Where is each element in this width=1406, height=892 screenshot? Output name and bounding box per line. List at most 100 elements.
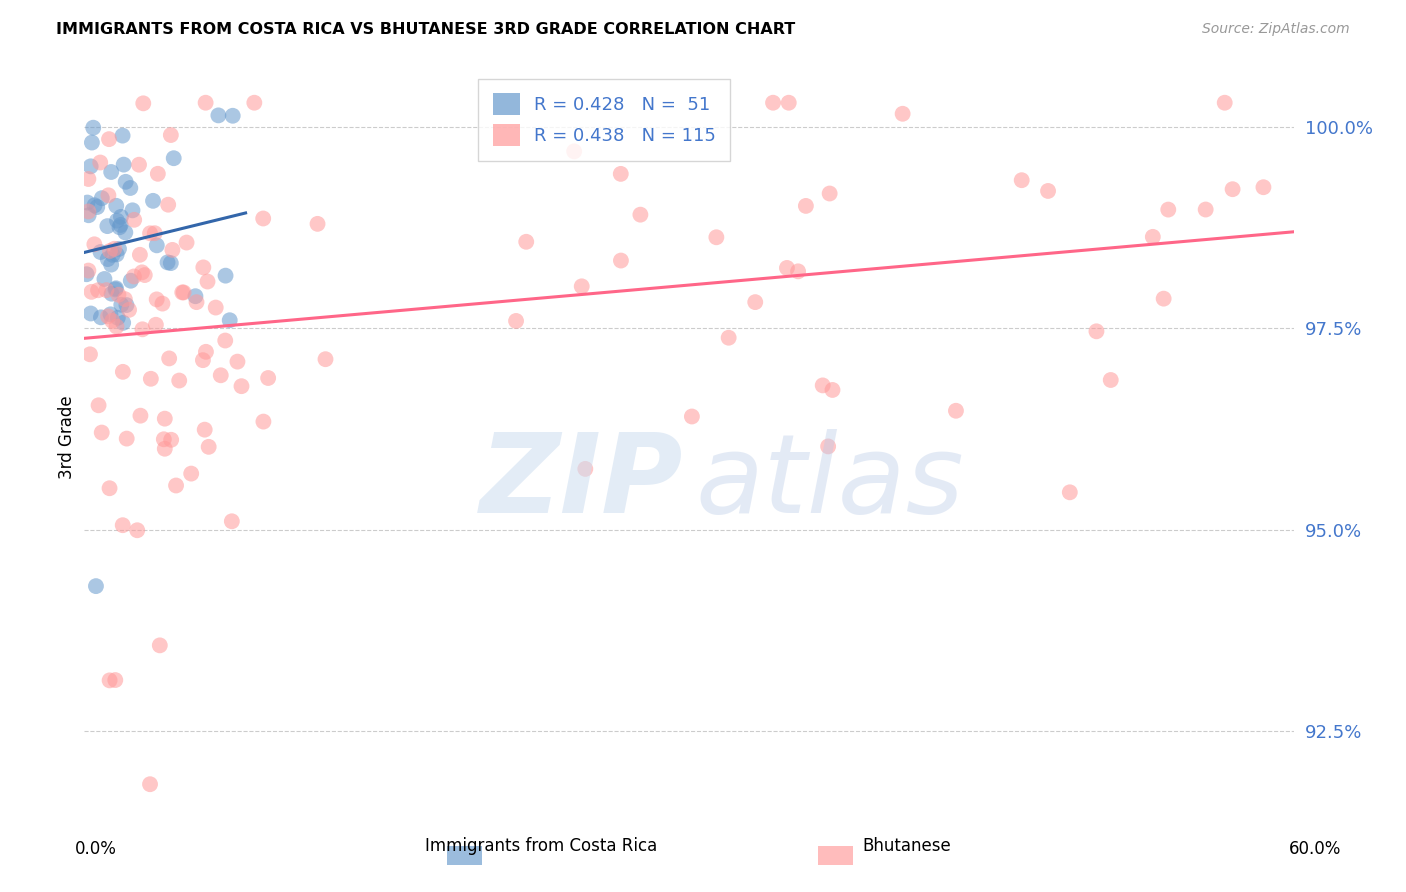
Point	[153, 432, 176, 446]
Point	[77, 263, 100, 277]
Point	[80, 285, 103, 299]
Point	[111, 128, 134, 143]
Point	[1153, 292, 1175, 306]
Point	[131, 265, 153, 279]
Point	[84, 579, 107, 593]
Point	[252, 415, 274, 429]
Point	[86, 200, 108, 214]
Point	[93, 272, 115, 286]
Legend: R = 0.428   N =  51, R = 0.438   N = 115: R = 0.428 N = 51, R = 0.438 N = 115	[478, 79, 731, 161]
Point	[100, 286, 122, 301]
Point	[1157, 202, 1180, 217]
Point	[681, 409, 703, 424]
Point	[811, 378, 834, 392]
Point	[146, 167, 169, 181]
Point	[97, 252, 120, 266]
Point	[1036, 184, 1059, 198]
Point	[145, 293, 167, 307]
Point	[105, 247, 128, 261]
Point	[153, 442, 176, 456]
Point	[162, 243, 184, 257]
Point	[105, 319, 128, 334]
Text: IMMIGRANTS FROM COSTA RICA VS BHUTANESE 3RD GRADE CORRELATION CHART: IMMIGRANTS FROM COSTA RICA VS BHUTANESE …	[56, 22, 796, 37]
Point	[77, 208, 100, 222]
Point	[1222, 182, 1244, 196]
Point	[176, 235, 198, 250]
Text: Bhutanese: Bhutanese	[862, 837, 952, 855]
Point	[104, 282, 127, 296]
Point	[163, 151, 186, 165]
Point	[142, 194, 165, 208]
Point	[1085, 324, 1108, 338]
Point	[157, 197, 180, 211]
Point	[105, 281, 128, 295]
Point	[207, 108, 229, 122]
Point	[744, 295, 766, 310]
Point	[628, 208, 651, 222]
Point	[110, 298, 132, 312]
Point	[120, 274, 142, 288]
Point	[574, 462, 596, 476]
Point	[778, 95, 800, 110]
Point	[128, 158, 150, 172]
Point	[156, 255, 179, 269]
Point	[1195, 202, 1218, 217]
Point	[222, 109, 245, 123]
Point	[111, 518, 134, 533]
Point	[218, 313, 240, 327]
Point	[115, 298, 138, 312]
Point	[129, 248, 152, 262]
Point	[157, 351, 180, 366]
Point	[562, 145, 585, 159]
Text: 0.0%: 0.0%	[75, 840, 117, 858]
Point	[97, 188, 120, 202]
Point	[204, 301, 226, 315]
Point	[231, 379, 253, 393]
Point	[96, 219, 118, 233]
Point	[77, 172, 100, 186]
Point	[945, 403, 967, 417]
Point	[114, 175, 136, 189]
Point	[131, 322, 153, 336]
Point	[160, 128, 183, 142]
Point	[104, 673, 127, 687]
Point	[1142, 230, 1164, 244]
Point	[706, 230, 728, 244]
Point	[83, 237, 105, 252]
Point	[110, 210, 132, 224]
Point	[101, 314, 124, 328]
Point	[139, 777, 162, 791]
Point	[717, 331, 740, 345]
Point	[79, 159, 101, 173]
Point	[108, 220, 131, 235]
Point	[111, 365, 134, 379]
Point	[98, 244, 121, 258]
Point	[134, 268, 156, 282]
Point	[77, 204, 100, 219]
Point	[180, 467, 202, 481]
Point	[160, 433, 183, 447]
Point	[145, 318, 167, 332]
Point	[97, 310, 120, 324]
Point	[505, 314, 527, 328]
Point	[214, 334, 236, 348]
Point	[107, 310, 129, 325]
Point	[209, 368, 232, 383]
Text: 60.0%: 60.0%	[1288, 840, 1341, 858]
Point	[79, 347, 101, 361]
Point	[108, 242, 131, 256]
Point	[127, 523, 149, 537]
Point	[184, 289, 207, 303]
Point	[257, 371, 280, 385]
Point	[307, 217, 329, 231]
Point	[89, 245, 111, 260]
Point	[139, 372, 162, 386]
Point	[90, 310, 112, 325]
Point	[83, 198, 105, 212]
Point	[107, 287, 129, 301]
Point	[82, 120, 104, 135]
Point	[96, 283, 118, 297]
Point	[90, 425, 112, 440]
Point	[193, 260, 215, 275]
Point	[1059, 485, 1081, 500]
